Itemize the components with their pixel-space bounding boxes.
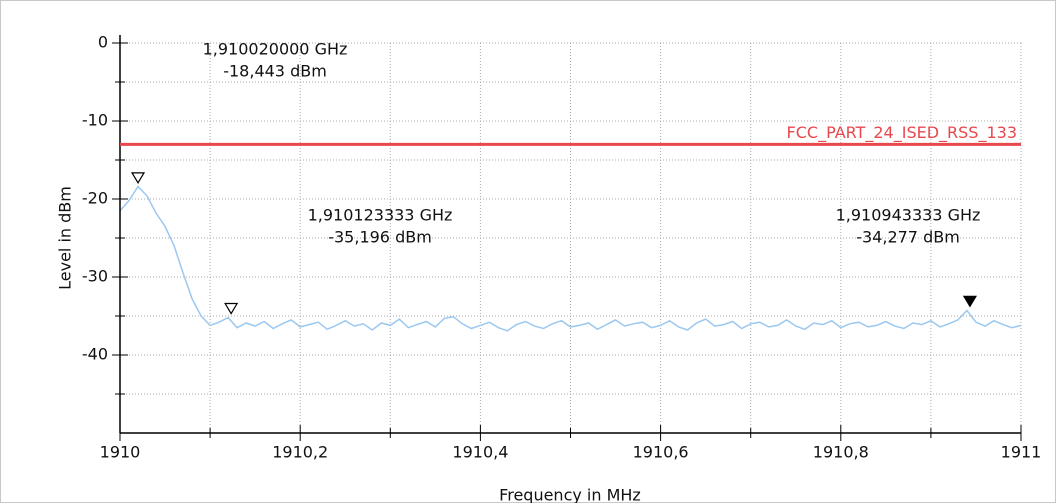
marker [224,302,239,315]
x-tick-label: 1911 [1001,443,1042,462]
marker [130,172,146,185]
x-tick-label: 1910,4 [452,443,508,462]
marker-frequency: 1,910123333 GHz [308,206,453,225]
x-tick-label: 1910,8 [813,443,869,462]
y-tick-label: -40 [82,345,108,364]
trace [119,185,1022,332]
x-axis-title: Frequency in MHz [499,486,641,503]
marker-level: -34,277 dBm [856,228,960,247]
y-tick-label: -20 [82,189,108,208]
y-tick-label: 0 [98,33,108,52]
limit-label: FCC_PART_24_ISED_RSS_133 [787,123,1017,143]
y-axis-title: Level in dBm [56,186,75,290]
marker-frequency: 1,910943333 GHz [836,206,981,225]
x-tick-label: 1910,2 [272,443,328,462]
x-tick-label: 1910 [100,443,141,462]
x-tick-label: 1910,6 [633,443,689,462]
marker-frequency: 1,910020000 GHz [203,40,348,59]
y-tick-label: -10 [82,111,108,130]
marker-level: -18,443 dBm [223,62,327,81]
marker-level: -35,196 dBm [328,228,432,247]
marker [962,295,978,308]
y-tick-label: -30 [82,267,108,286]
